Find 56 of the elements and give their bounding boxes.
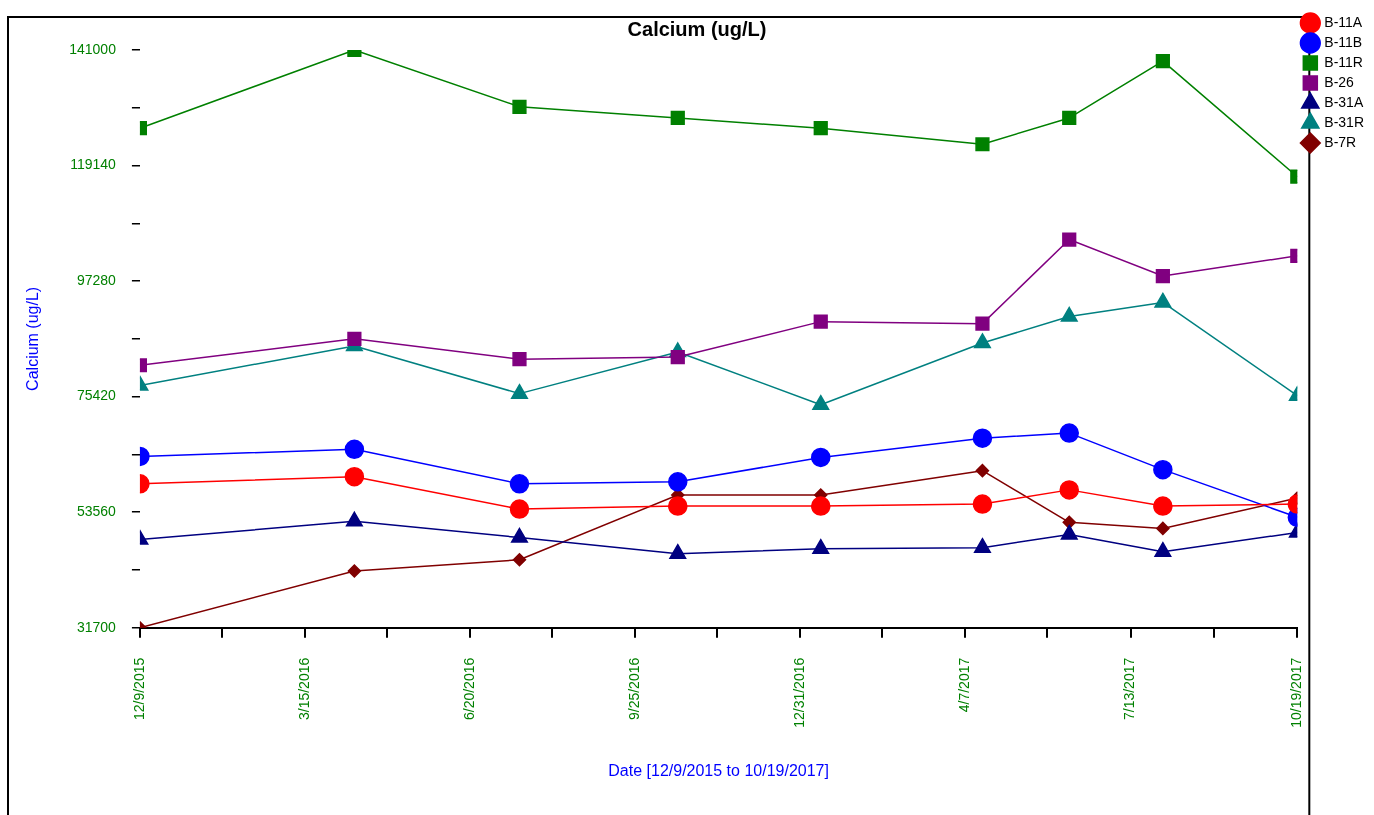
- x-tick-label: 3/15/2016: [295, 657, 312, 721]
- point: [1155, 268, 1170, 284]
- point: [512, 99, 527, 114]
- x-tick-label: 7/13/2017: [1121, 657, 1138, 721]
- legend-label: B-7R: [1324, 133, 1357, 150]
- point: [347, 564, 362, 578]
- x-tick-label: 9/25/2016: [626, 657, 643, 721]
- point: [810, 447, 831, 468]
- point: [972, 494, 993, 514]
- legend-label: B-11R: [1324, 53, 1363, 70]
- legend-label: B-26: [1324, 73, 1355, 90]
- point: [1062, 232, 1077, 247]
- point: [344, 439, 365, 460]
- point: [813, 121, 828, 136]
- point: [1153, 459, 1173, 480]
- legend-label: B-31R: [1324, 113, 1364, 130]
- point: [975, 463, 990, 478]
- point: [668, 496, 688, 516]
- y-tick-label: 141000: [69, 40, 117, 57]
- point: [670, 110, 685, 126]
- x-tick-label: 6/20/2016: [460, 657, 477, 721]
- y-tick-label: 75420: [76, 387, 117, 404]
- point: [512, 553, 527, 567]
- y-tick-label: 97280: [76, 271, 117, 288]
- point: [1059, 480, 1079, 500]
- y-tick-label: 53560: [76, 503, 117, 520]
- x-tick-label: 10/19/2017: [1288, 657, 1305, 728]
- point: [972, 428, 993, 448]
- legend-label: B-11A: [1324, 13, 1363, 30]
- y-axis-title: Calcium (ug/L): [24, 286, 42, 391]
- x-tick-label: 12/31/2016: [791, 657, 808, 728]
- legend-label: B-11B: [1324, 33, 1363, 50]
- point: [1153, 496, 1173, 516]
- point: [344, 466, 365, 487]
- legend-label: B-31A: [1324, 93, 1364, 110]
- y-tick-label: 31700: [76, 618, 117, 635]
- point: [973, 333, 991, 349]
- point: [347, 331, 362, 346]
- point: [810, 496, 831, 516]
- x-tick-label: 12/9/2015: [130, 657, 147, 721]
- y-tick-label: 119140: [70, 156, 117, 173]
- x-tick-label: 4/7/2017: [956, 657, 973, 713]
- x-axis-title: Date [12/9/2015 to 10/19/2017]: [608, 761, 829, 779]
- point: [1059, 423, 1079, 443]
- point: [1062, 110, 1077, 126]
- point: [813, 314, 828, 329]
- point: [1155, 54, 1170, 69]
- chart-title: Calcium (ug/L): [627, 17, 767, 40]
- point: [509, 499, 530, 519]
- point: [512, 352, 527, 367]
- point: [975, 137, 990, 152]
- point: [1156, 521, 1170, 536]
- point: [975, 316, 990, 331]
- point: [668, 472, 688, 492]
- point: [509, 474, 530, 494]
- point: [670, 349, 685, 365]
